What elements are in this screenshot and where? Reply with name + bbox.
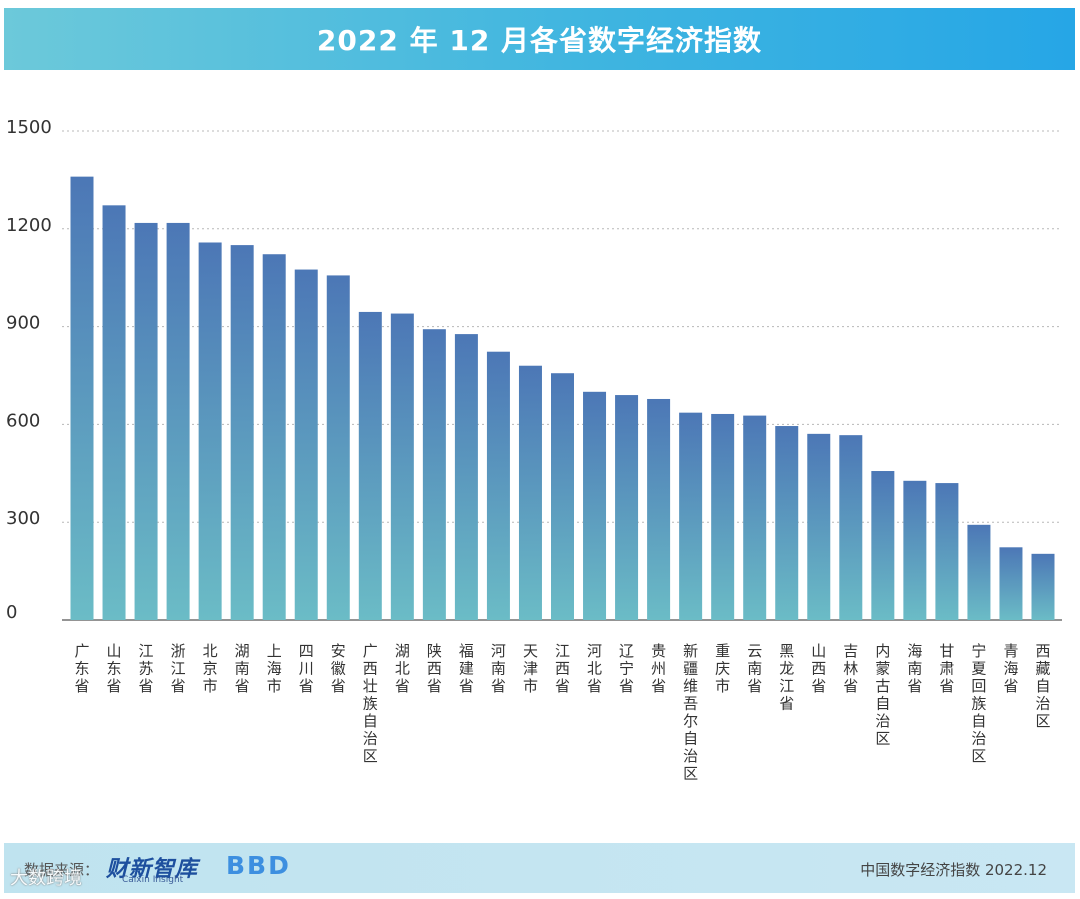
x-tick-label: 贵州省 <box>651 642 666 695</box>
bar <box>1031 553 1055 620</box>
x-tick-label: 甘肃省 <box>939 642 954 695</box>
bar <box>358 311 382 620</box>
bar <box>326 275 350 620</box>
x-tick-label: 云南省 <box>747 642 762 695</box>
bar <box>518 365 542 620</box>
bar <box>807 433 831 620</box>
caixin-logo: 财新智库 <box>106 857 199 882</box>
y-axis-ticks: 0 300 600 900 1200 1500 <box>6 117 52 623</box>
bar <box>230 245 254 620</box>
y-tick-label: 1200 <box>6 215 52 236</box>
bar <box>999 547 1023 620</box>
bar <box>711 413 735 620</box>
x-tick-label: 广西壮族自治区 <box>363 642 378 765</box>
source-label: 数据来源： <box>24 861 100 879</box>
x-tick-label: 新疆维吾尔自治区 <box>683 642 698 783</box>
x-tick-label: 江西省 <box>555 642 570 695</box>
bar <box>486 351 510 620</box>
bar <box>647 398 671 620</box>
bar <box>615 395 639 620</box>
x-tick-label: 安徽省 <box>331 642 346 695</box>
bar <box>454 334 478 620</box>
bar <box>102 205 126 620</box>
bar <box>134 222 158 620</box>
y-tick-label: 300 <box>6 508 40 529</box>
x-tick-label: 天津市 <box>523 642 538 695</box>
bar <box>839 435 863 620</box>
bar <box>967 524 991 620</box>
x-tick-label: 黑龙江省 <box>779 642 794 713</box>
x-tick-label: 四川省 <box>299 642 314 695</box>
bars <box>70 176 1055 620</box>
x-tick-label: 广东省 <box>74 642 89 695</box>
x-tick-label: 辽宁省 <box>619 642 634 695</box>
watermark: 大数跨境 <box>10 868 82 889</box>
footer-note: 中国数字经济指数 2022.12 <box>860 861 1047 879</box>
bar <box>583 391 607 620</box>
x-tick-label: 宁夏回族自治区 <box>971 642 986 765</box>
bar <box>262 254 286 620</box>
x-tick-label: 海南省 <box>907 642 922 695</box>
x-tick-label: 陕西省 <box>427 642 442 695</box>
x-axis-labels: 广东省 山东省 江苏省 浙江省 北京市 湖南省 上海市 四川省 安徽省 广西壮族自治区 湖北省 陕西省… <box>74 642 1050 783</box>
bbd-logo: BBD <box>226 851 291 880</box>
x-tick-label: 吉林省 <box>843 642 858 695</box>
x-tick-label: 北京市 <box>203 642 218 695</box>
y-tick-label: 600 <box>6 410 40 431</box>
x-tick-label: 江苏省 <box>139 642 154 695</box>
title-banner: 2022 年 12 月各省数字经济指数 <box>4 8 1075 70</box>
bar <box>551 373 574 620</box>
chart-title: 2022 年 12 月各省数字经济指数 <box>316 24 763 57</box>
y-tick-label: 0 <box>6 602 17 623</box>
bar <box>871 471 895 620</box>
x-tick-label: 内蒙古自治区 <box>875 642 890 748</box>
x-tick-label: 青海省 <box>1003 642 1018 695</box>
y-tick-label: 1500 <box>6 117 52 138</box>
x-tick-label: 湖南省 <box>235 642 250 695</box>
x-tick-label: 湖北省 <box>395 642 410 695</box>
x-tick-label: 山西省 <box>811 642 826 695</box>
bar <box>166 222 190 620</box>
bar <box>294 269 318 620</box>
x-tick-label: 福建省 <box>459 642 474 695</box>
bar <box>70 176 94 620</box>
x-tick-label: 重庆市 <box>715 642 730 695</box>
bar <box>775 426 799 620</box>
x-tick-label: 浙江省 <box>171 642 186 695</box>
bar <box>198 242 222 620</box>
bar <box>935 483 959 620</box>
x-tick-label: 河南省 <box>491 642 506 695</box>
y-tick-label: 900 <box>6 313 40 334</box>
x-tick-label: 西藏自治区 <box>1035 642 1050 730</box>
bar <box>422 329 446 620</box>
bar <box>390 313 414 620</box>
bar <box>903 480 927 620</box>
bar <box>743 415 767 620</box>
x-tick-label: 河北省 <box>587 642 602 695</box>
footer-bar: 数据来源： 财新智库 Caixin Insight BBD 中国数字经济指数 2… <box>4 843 1075 893</box>
bar <box>679 412 703 620</box>
x-tick-label: 上海市 <box>267 642 282 695</box>
caixin-logo-subtitle: Caixin Insight <box>122 875 184 885</box>
x-tick-label: 山东省 <box>107 642 122 695</box>
